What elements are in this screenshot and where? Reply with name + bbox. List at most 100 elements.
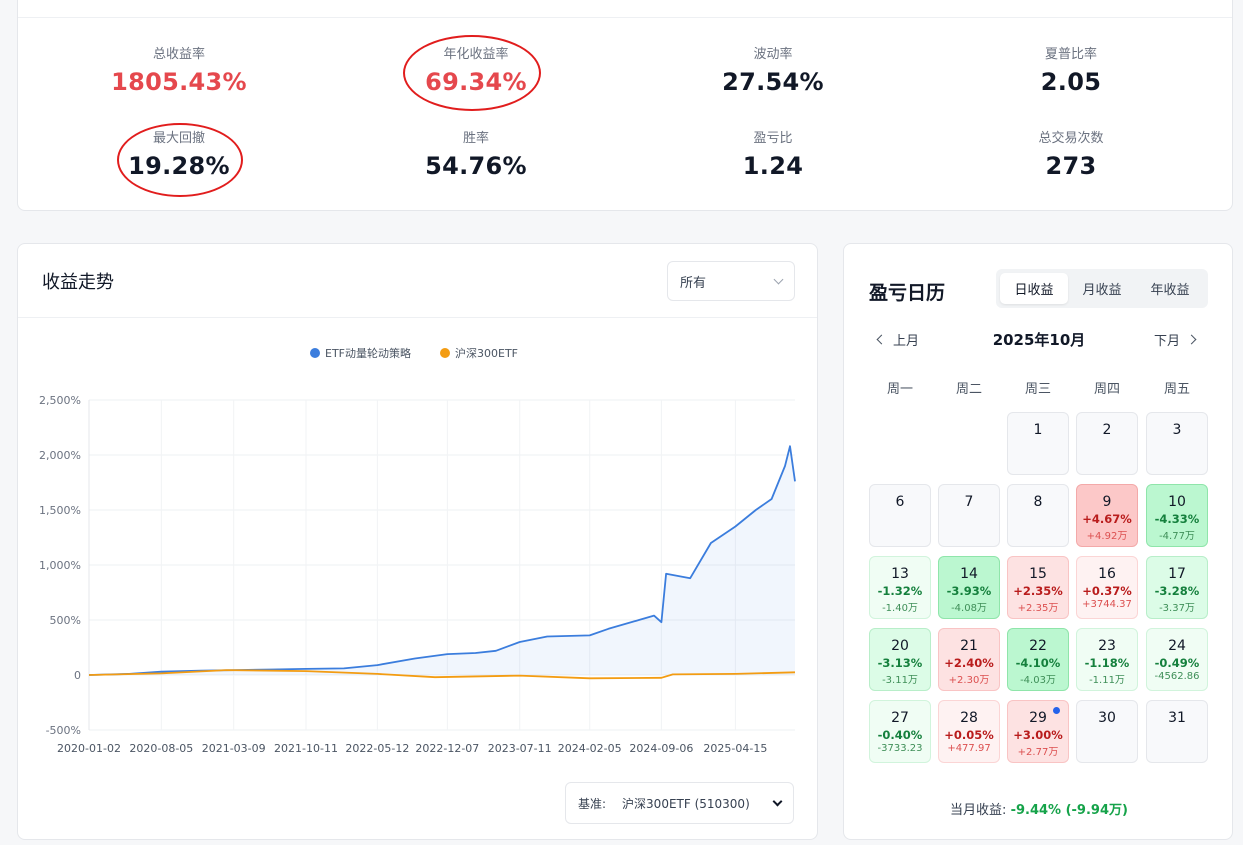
- day-return-pct: +3.00%: [1013, 728, 1063, 742]
- y-tick-label: 1,000%: [39, 559, 81, 572]
- benchmark-value: 沪深300ETF (510300): [622, 796, 750, 811]
- stat-label: 最大回撤: [152, 131, 205, 146]
- legend-label: ETF动量轮动策略: [325, 346, 411, 360]
- day-number: 29: [1029, 710, 1047, 726]
- calendar-day[interactable]: 30: [1076, 700, 1138, 763]
- day-return-pct: +0.05%: [944, 728, 994, 742]
- day-number: 31: [1168, 710, 1186, 726]
- day-return-pct: +0.37%: [1082, 584, 1132, 598]
- day-number: 22: [1029, 638, 1047, 654]
- stat-win-rate: 胜率 54.76%: [376, 127, 576, 180]
- stat-profit-loss-ratio: 盈亏比 1.24: [673, 127, 873, 180]
- x-tick-label: 2020-01-02: [57, 742, 121, 755]
- calendar-day[interactable]: 6: [869, 484, 931, 547]
- tab-daily[interactable]: 日收益: [1000, 273, 1068, 304]
- prev-month-button[interactable]: 上月: [876, 330, 920, 349]
- stats-card: 总收益率 1805.43% 年化收益率 69.34% 波动率 27.54% 夏普…: [17, 0, 1233, 211]
- calendar-day[interactable]: 14 -3.93% -4.08万: [938, 556, 1000, 619]
- day-return-amount: -4.03万: [1020, 675, 1056, 686]
- stat-volatility: 波动率 27.54%: [673, 43, 873, 96]
- month-summary-label: 当月收益:: [950, 803, 1007, 818]
- day-return-amount: -4.77万: [1159, 531, 1195, 542]
- y-tick-label: 2,000%: [39, 449, 81, 462]
- calendar-day[interactable]: 20 -3.13% -3.11万: [869, 628, 931, 691]
- day-number: 20: [891, 638, 909, 654]
- calendar-day[interactable]: 13 -1.32% -1.40万: [869, 556, 931, 619]
- stat-value: 1805.43%: [111, 68, 247, 96]
- calendar-day[interactable]: 16 +0.37% +3744.37: [1076, 556, 1138, 619]
- stat-trade-count: 总交易次数 273: [971, 127, 1171, 180]
- day-return-pct: -4.10%: [1015, 656, 1061, 670]
- x-tick-label: 2021-03-09: [202, 742, 266, 755]
- day-return-pct: -3.13%: [877, 656, 923, 670]
- day-number: 27: [891, 710, 909, 726]
- calendar-day[interactable]: 9 +4.67% +4.92万: [1076, 484, 1138, 547]
- tab-yearly[interactable]: 年收益: [1150, 283, 1190, 298]
- calendar-day[interactable]: 22 -4.10% -4.03万: [1007, 628, 1069, 691]
- trend-card: 收益走势 所有 2,500% 2,000% 1,500% 1,000% 500% 0 -50…: [17, 243, 818, 840]
- prev-month-label: 上月: [893, 334, 920, 349]
- x-tick-label: 2023-07-11: [488, 742, 552, 755]
- calendar-day[interactable]: 24 -0.49% -4562.86: [1146, 628, 1208, 691]
- stat-label: 年化收益率: [443, 47, 509, 62]
- month-summary: 当月收益: -9.44% (-9.94万): [844, 799, 1234, 818]
- benchmark-select[interactable]: 基准: 沪深300ETF (510300): [565, 782, 794, 824]
- calendar-day[interactable]: 27 -0.40% -3733.23: [869, 700, 931, 763]
- y-tick-label: 2,500%: [39, 394, 81, 407]
- chevron-down-icon: [772, 796, 783, 806]
- month-summary-value: -9.44% (-9.94万): [1010, 803, 1128, 818]
- stat-value: 1.24: [742, 152, 804, 180]
- series-line: [88, 669, 796, 680]
- day-number: 2: [1102, 422, 1112, 438]
- range-select[interactable]: 所有: [667, 261, 795, 301]
- calendar-title: 盈亏日历: [869, 282, 946, 304]
- day-return-amount: -3733.23: [877, 743, 923, 754]
- stat-label: 总交易次数: [1038, 131, 1104, 146]
- day-number: 9: [1102, 494, 1112, 510]
- calendar-day[interactable]: 2: [1076, 412, 1138, 475]
- day-return-amount: +477.97: [947, 743, 991, 754]
- calendar-day[interactable]: 1: [1007, 412, 1069, 475]
- stat-sharpe: 夏普比率 2.05: [971, 43, 1171, 96]
- next-month-button[interactable]: 下月: [1154, 330, 1197, 349]
- calendar-day[interactable]: 29 +3.00% +2.77万: [1007, 700, 1069, 763]
- weekday-label: 周五: [1163, 382, 1190, 397]
- benchmark-label: 基准:: [578, 796, 607, 811]
- x-tick-label: 2022-12-07: [415, 742, 479, 755]
- calendar-day[interactable]: 17 -3.28% -3.37万: [1146, 556, 1208, 619]
- calendar-day[interactable]: 8: [1007, 484, 1069, 547]
- day-number: 28: [960, 710, 978, 726]
- weekday-label: 周四: [1093, 382, 1120, 397]
- pnl-calendar-card: 盈亏日历 日收益 月收益 年收益 上月 2025年10月 下月 周一 周二 周三…: [843, 243, 1233, 840]
- y-tick-label: -500%: [46, 724, 81, 737]
- calendar-day[interactable]: 21 +2.40% +2.30万: [938, 628, 1000, 691]
- stat-value: 273: [1045, 152, 1097, 180]
- day-return-pct: -0.49%: [1154, 656, 1200, 670]
- day-number: 21: [960, 638, 978, 654]
- day-return-pct: -1.18%: [1084, 656, 1130, 670]
- trend-divider: [18, 317, 817, 318]
- y-tick-label: 1,500%: [39, 504, 81, 517]
- day-number: 10: [1168, 494, 1186, 510]
- today-dot-icon: [1053, 707, 1060, 714]
- weekday-label: 周三: [1024, 382, 1051, 397]
- day-return-amount: -4.08万: [951, 603, 987, 614]
- calendar-day[interactable]: 7: [938, 484, 1000, 547]
- calendar-day[interactable]: 10 -4.33% -4.77万: [1146, 484, 1208, 547]
- stat-label: 总收益率: [152, 47, 205, 62]
- x-tick-label: 2024-09-06: [629, 742, 693, 755]
- calendar-day[interactable]: 28 +0.05% +477.97: [938, 700, 1000, 763]
- legend-marker-icon: [440, 348, 450, 358]
- calendar-day[interactable]: 15 +2.35% +2.35万: [1007, 556, 1069, 619]
- day-number: 17: [1168, 566, 1186, 582]
- x-tick-label: 2022-05-12: [345, 742, 409, 755]
- stat-value: 19.28%: [128, 152, 230, 180]
- calendar-day[interactable]: 23 -1.18% -1.11万: [1076, 628, 1138, 691]
- tab-monthly[interactable]: 月收益: [1082, 283, 1122, 298]
- day-return-amount: +2.77万: [1017, 747, 1059, 758]
- calendar-day[interactable]: 31: [1146, 700, 1208, 763]
- day-return-pct: -4.33%: [1154, 512, 1200, 526]
- day-return-amount: -1.11万: [1089, 675, 1125, 686]
- calendar-day[interactable]: 3: [1146, 412, 1208, 475]
- day-number: 16: [1098, 566, 1116, 582]
